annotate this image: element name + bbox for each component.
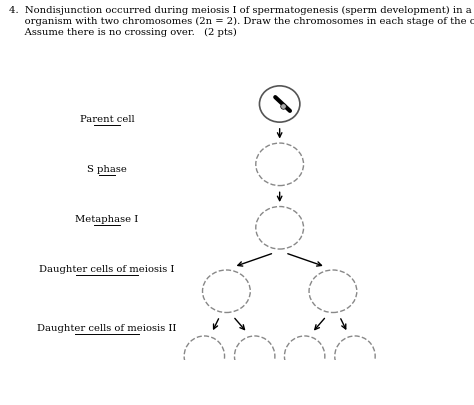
Text: organism with two chromosomes (2n = 2). Draw the chromosomes in each stage of th: organism with two chromosomes (2n = 2). …: [9, 17, 474, 26]
Text: 4.  Nondisjunction occurred during meiosis I of spermatogenesis (sperm developme: 4. Nondisjunction occurred during meiosi…: [9, 6, 474, 15]
Text: S phase: S phase: [87, 164, 127, 173]
Text: Daughter cells of meiosis II: Daughter cells of meiosis II: [37, 323, 177, 332]
Text: Daughter cells of meiosis I: Daughter cells of meiosis I: [39, 264, 175, 273]
Text: Assume there is no crossing over.   (2 pts): Assume there is no crossing over. (2 pts…: [9, 28, 237, 37]
Text: Parent cell: Parent cell: [80, 114, 134, 123]
Text: Metaphase I: Metaphase I: [75, 214, 138, 223]
